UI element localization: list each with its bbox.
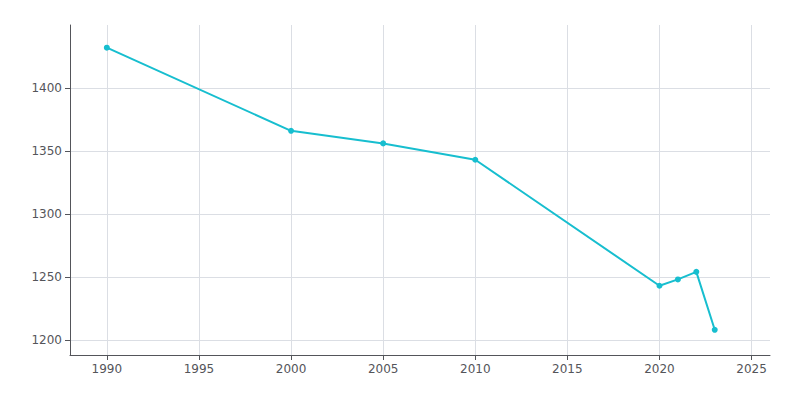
svg-text:1400: 1400 [31,81,62,95]
svg-text:2015: 2015 [552,362,583,376]
svg-text:1990: 1990 [92,362,123,376]
svg-text:2000: 2000 [276,362,307,376]
svg-text:1300: 1300 [31,207,62,221]
svg-text:2020: 2020 [644,362,675,376]
svg-text:2025: 2025 [736,362,767,376]
svg-text:1995: 1995 [184,362,215,376]
svg-text:1350: 1350 [31,144,62,158]
svg-text:1250: 1250 [31,270,62,284]
svg-text:2005: 2005 [368,362,399,376]
svg-text:1200: 1200 [31,333,62,347]
svg-text:2010: 2010 [460,362,491,376]
